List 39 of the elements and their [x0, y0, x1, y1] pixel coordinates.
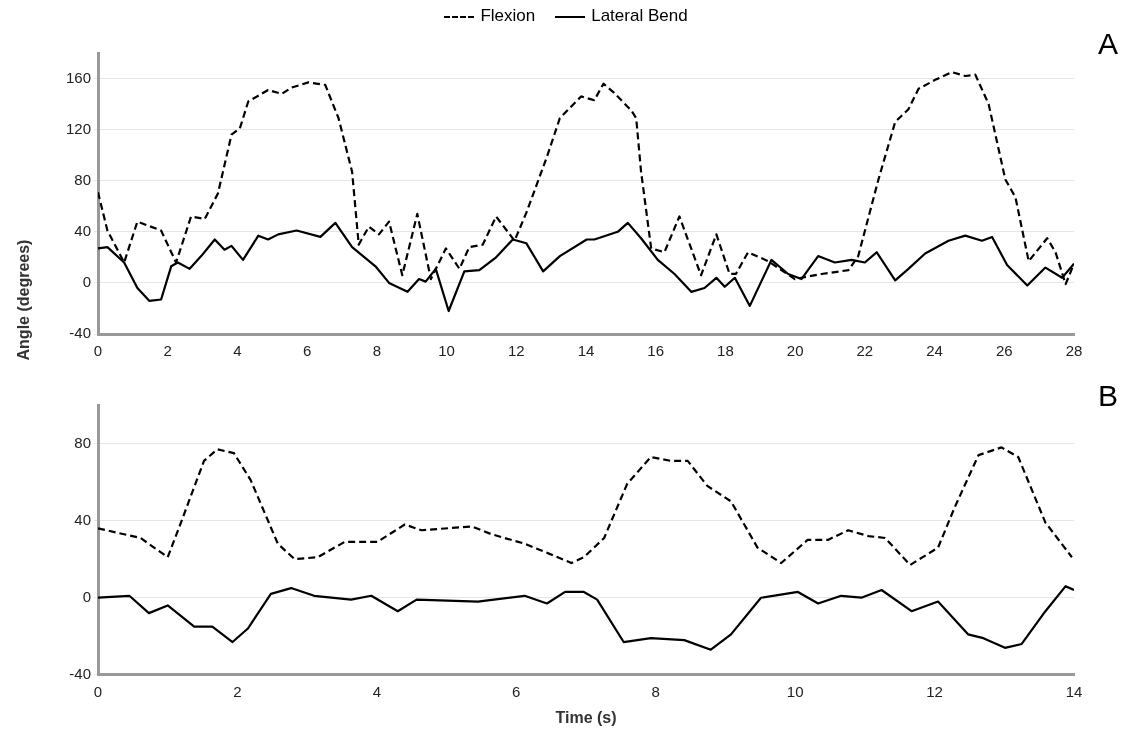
y-tick-label: -40 [69, 664, 91, 682]
x-tick-label: 28 [1065, 342, 1083, 360]
x-tick-label: 20 [786, 342, 804, 360]
y-tick-label: -40 [69, 324, 91, 342]
x-tick-label: 24 [926, 342, 943, 360]
x-tick-label: 4 [372, 682, 382, 700]
y-tick-label: 40 [74, 510, 91, 528]
x-tick-label: 10 [786, 682, 804, 700]
x-tick-label: 8 [372, 342, 382, 360]
x-tick-label: 14 [577, 342, 595, 360]
y-tick-label: 0 [82, 587, 91, 605]
x-tick-label: 0 [93, 682, 103, 700]
x-tick-label: 6 [302, 342, 312, 360]
x-tick-label: 26 [995, 342, 1013, 360]
x-tick-label: 10 [438, 342, 455, 360]
y-tick-label: 0 [82, 273, 91, 291]
x-tick-label: 12 [507, 342, 525, 360]
y-tick-label: 80 [74, 433, 91, 451]
y-tick-label: 80 [74, 170, 91, 188]
x-tick-label: 18 [717, 342, 734, 360]
x-tick-label: 14 [1065, 682, 1083, 700]
legend-label: Lateral Bend [590, 6, 688, 26]
x-tick-label: 2 [163, 342, 172, 360]
x-tick-label: 6 [512, 682, 521, 700]
x-tick-label: 4 [233, 342, 242, 360]
x-axis-title: Time (s) [555, 708, 617, 726]
text: B [1098, 379, 1119, 413]
x-tick-label: 16 [647, 342, 665, 360]
legend-label: Flexion [479, 6, 536, 26]
y-axis-title: Angle (degrees) [15, 239, 33, 361]
text: A [1098, 27, 1119, 61]
y-tick-label: 160 [65, 68, 91, 86]
y-tick-label: 40 [74, 221, 91, 239]
x-tick-label: 8 [651, 682, 660, 700]
x-tick-label: 12 [926, 682, 943, 700]
x-tick-label: 22 [856, 342, 874, 360]
y-tick-label: 120 [65, 119, 91, 137]
x-tick-label: 0 [93, 342, 103, 360]
x-tick-label: 2 [233, 682, 242, 700]
